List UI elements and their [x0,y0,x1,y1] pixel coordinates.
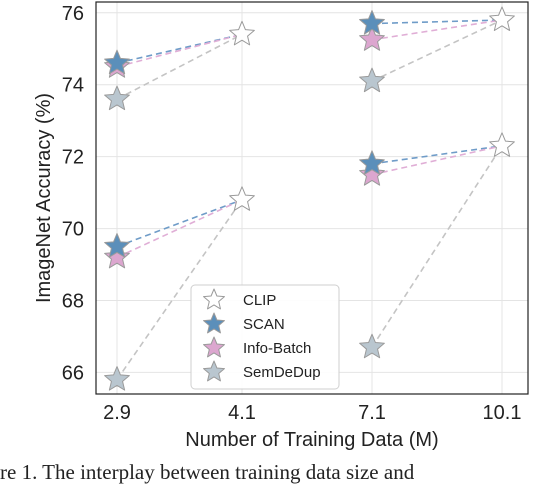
x-axis-title: Number of Training Data (M) [185,429,438,451]
data-point-star [104,233,130,258]
connector-line [116,33,243,68]
connector-line [116,199,243,381]
connector-line [371,145,503,348]
legend-marker [203,360,225,382]
data-point-star [104,366,130,391]
data-point-star [489,132,515,157]
connector-line [116,33,243,64]
data-point-star [359,333,385,359]
data-point-star [489,6,515,31]
legend-marker [203,336,225,358]
data-point-star [104,243,130,269]
y-tick-label: 66 [62,362,84,384]
connector-lines [116,19,503,381]
legend-label: SemDeDup [243,364,321,381]
data-point-star [359,10,385,35]
connector-line [371,19,503,41]
connector-line [371,19,503,25]
data-point-star [359,67,385,93]
data-point-star [359,26,385,51]
legend-marker [203,312,225,334]
x-tick-label: 4.1 [228,402,256,424]
connector-line [116,199,243,248]
legend-label: SCAN [243,316,285,333]
connector-line [116,199,243,259]
connector-line [371,19,503,82]
legend-marker [203,288,225,310]
data-point-star [104,49,130,75]
data-point-star [359,161,385,186]
data-point-star [359,150,385,175]
axes: 66 68 70 72 74 76 2.9 4.1 7.1 10.1 [62,3,522,424]
legend-box [190,284,340,390]
data-point-star [229,186,255,211]
y-tick-label: 68 [62,290,84,312]
connector-line [116,33,243,100]
legend-label: CLIP [243,292,276,309]
plot-frame [95,1,529,395]
figure-caption-fragment: re 1. The interplay between training dat… [0,460,415,484]
y-tick-label: 74 [62,75,84,97]
connector-line [371,145,503,176]
legend-label: Info-Batch [243,340,311,357]
x-tick-label: 10.1 [483,402,522,424]
connector-line [371,145,503,165]
x-tick-label: 7.1 [358,402,386,424]
x-tick-label: 2.9 [103,402,131,424]
y-axis-title: ImageNet Accuracy (%) [33,93,55,303]
data-point-star [104,85,130,111]
y-tick-label: 70 [62,219,84,241]
legend: CLIP SCAN Info-Batch SemDeDup [190,284,340,390]
data-point-star [229,20,255,46]
data-markers [104,6,515,391]
y-tick-label: 76 [62,3,84,25]
y-tick-label: 72 [62,147,84,169]
